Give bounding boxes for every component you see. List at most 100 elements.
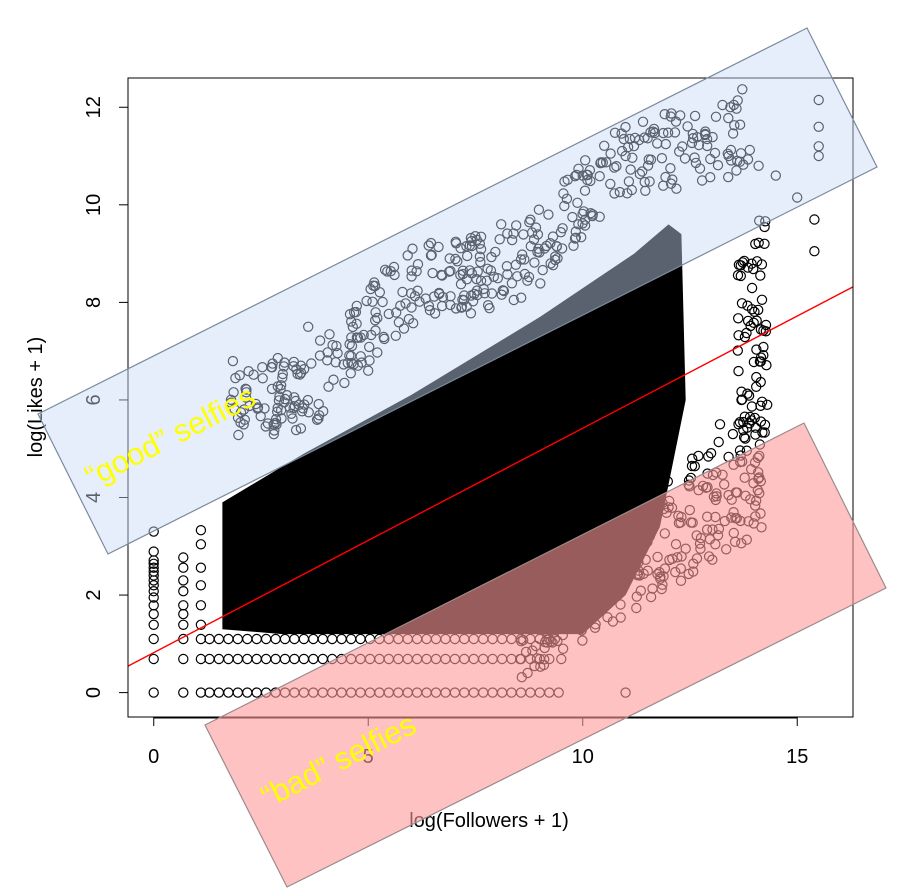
scatter-point bbox=[270, 414, 282, 425]
scatter-point bbox=[178, 600, 189, 611]
scatter-point bbox=[700, 126, 711, 137]
scatter-point bbox=[327, 633, 338, 645]
scatter-point bbox=[677, 141, 688, 152]
scatter-point bbox=[731, 103, 742, 114]
scatter-point bbox=[372, 312, 383, 324]
scatter-point bbox=[813, 94, 824, 106]
scatter-point bbox=[578, 206, 589, 217]
scatter-point bbox=[759, 238, 770, 249]
scatter-point bbox=[311, 414, 323, 425]
scatter-point bbox=[361, 295, 372, 307]
scatter-point bbox=[242, 633, 253, 645]
scatter-point bbox=[490, 246, 501, 258]
scatter-point bbox=[703, 451, 714, 462]
scatter-point bbox=[355, 633, 366, 645]
scatter-point bbox=[733, 330, 744, 341]
scatter-point bbox=[363, 365, 374, 376]
scatter-point bbox=[746, 282, 758, 294]
y-tick-label: 8 bbox=[83, 297, 105, 308]
scatter-point bbox=[547, 231, 559, 242]
scatter-point bbox=[272, 402, 283, 414]
scatter-point bbox=[740, 433, 751, 444]
scatter-point bbox=[511, 220, 522, 231]
scatter-point bbox=[274, 391, 285, 402]
scatter-point bbox=[148, 608, 159, 620]
scatter-point bbox=[225, 397, 237, 408]
y-tick-label: 12 bbox=[83, 96, 105, 118]
scatter-point bbox=[465, 308, 477, 319]
scatter-point bbox=[434, 288, 445, 300]
scatter-point bbox=[528, 234, 540, 245]
scatter-point bbox=[570, 226, 582, 237]
scatter-point bbox=[260, 421, 271, 432]
scatter-point bbox=[228, 387, 239, 398]
scatter-point bbox=[308, 653, 319, 665]
scatter-point bbox=[753, 237, 764, 248]
scatter-point bbox=[313, 398, 324, 410]
scatter-point bbox=[739, 331, 751, 343]
scatter-point bbox=[732, 155, 743, 167]
scatter-point bbox=[679, 153, 691, 164]
scatter-point bbox=[693, 139, 705, 151]
y-tick-label: 10 bbox=[83, 194, 105, 216]
x-tick-label: 10 bbox=[572, 746, 594, 768]
scatter-point bbox=[658, 180, 669, 191]
scatter-point bbox=[346, 340, 358, 352]
scatter-point bbox=[762, 399, 773, 410]
scatter-point bbox=[665, 162, 676, 174]
scatter-point bbox=[687, 453, 698, 464]
scatter-point bbox=[525, 240, 537, 252]
scatter-point bbox=[195, 600, 207, 611]
scatter-point bbox=[746, 401, 758, 412]
scatter-point bbox=[472, 266, 483, 277]
scatter-point bbox=[755, 270, 766, 281]
scatter-point bbox=[287, 413, 298, 424]
scatter-point bbox=[744, 411, 756, 423]
scatter-point bbox=[204, 633, 215, 645]
scatter-point bbox=[148, 566, 159, 577]
scatter-point bbox=[240, 383, 251, 394]
scatter-point bbox=[204, 653, 215, 665]
scatter-point bbox=[736, 298, 748, 309]
scatter-point bbox=[742, 388, 753, 399]
scatter-point bbox=[388, 261, 400, 273]
scatter-point bbox=[322, 355, 333, 366]
scatter-point bbox=[358, 329, 369, 341]
scatter-point bbox=[587, 210, 598, 222]
scatter-point bbox=[748, 356, 760, 368]
scatter-point bbox=[178, 653, 189, 665]
scatter-point bbox=[571, 169, 582, 181]
scatter-point bbox=[732, 345, 744, 356]
scatter-point bbox=[223, 687, 234, 698]
scatter-point bbox=[627, 152, 638, 163]
scatter-point bbox=[502, 269, 513, 280]
scatter-point bbox=[759, 419, 771, 430]
scatter-point bbox=[195, 653, 207, 665]
scatter-point bbox=[667, 174, 678, 185]
scatter-point bbox=[322, 347, 333, 358]
scatter-point bbox=[275, 405, 287, 416]
scatter-point bbox=[757, 427, 768, 438]
scatter-point bbox=[327, 339, 338, 351]
scatter-point bbox=[809, 245, 820, 257]
scatter-point bbox=[792, 192, 803, 203]
scatter-point bbox=[347, 321, 358, 333]
scatter-point bbox=[508, 294, 519, 306]
scatter-point bbox=[481, 275, 492, 286]
scatter-point bbox=[618, 133, 630, 145]
scatter-point bbox=[257, 362, 268, 373]
scatter-point bbox=[640, 185, 651, 196]
scatter-point bbox=[568, 240, 579, 251]
scatter-point bbox=[686, 460, 698, 472]
dense-point-cloud bbox=[222, 224, 686, 635]
scatter-point bbox=[581, 169, 592, 180]
scatter-point bbox=[298, 633, 310, 645]
scatter-point bbox=[178, 575, 189, 586]
scatter-point bbox=[727, 128, 739, 139]
scatter-point bbox=[400, 298, 411, 309]
scatter-point bbox=[391, 307, 402, 318]
scatter-point bbox=[755, 376, 766, 388]
scatter-point bbox=[713, 436, 724, 448]
good-selfies-band bbox=[37, 27, 878, 555]
scatter-point bbox=[178, 608, 189, 620]
